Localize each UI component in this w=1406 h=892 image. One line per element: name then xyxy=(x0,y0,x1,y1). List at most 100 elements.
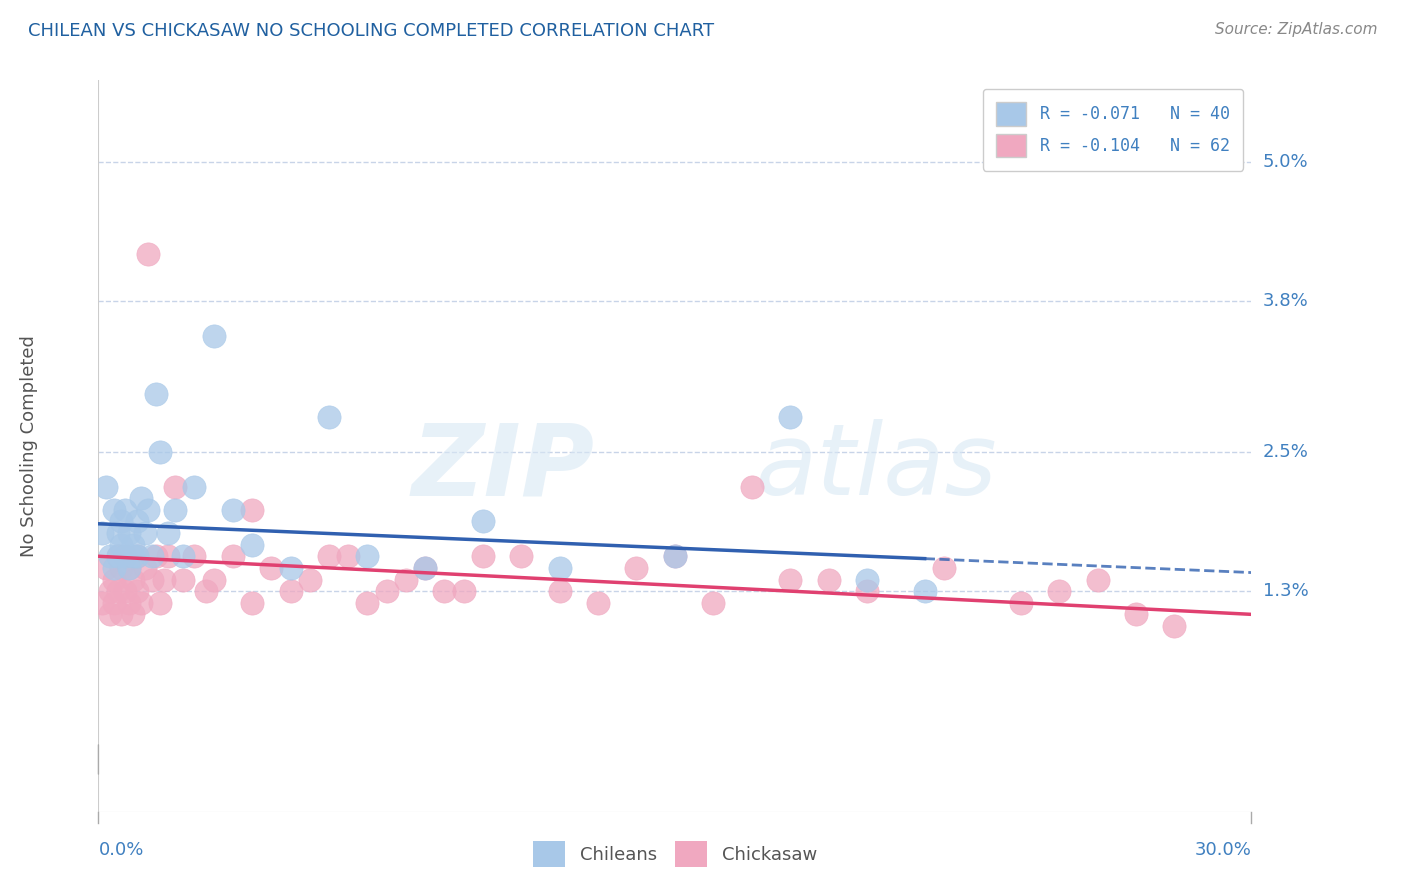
Point xyxy=(91,526,114,541)
Point xyxy=(702,596,724,610)
Point xyxy=(202,328,225,343)
Point xyxy=(471,549,494,564)
Point xyxy=(260,561,283,575)
Point xyxy=(125,549,148,564)
Point xyxy=(856,584,879,599)
Point xyxy=(318,549,340,564)
Point xyxy=(152,573,174,587)
Point xyxy=(914,584,936,599)
Point xyxy=(1087,573,1109,587)
Point xyxy=(280,584,302,599)
Point xyxy=(110,538,132,552)
Point xyxy=(91,596,114,610)
Point xyxy=(741,480,763,494)
Point xyxy=(122,549,145,564)
Point xyxy=(1010,596,1032,610)
Point xyxy=(664,549,686,564)
Point xyxy=(664,549,686,564)
Point xyxy=(195,584,218,599)
Point xyxy=(172,549,194,564)
Point xyxy=(98,584,121,599)
Point xyxy=(240,596,263,610)
Legend: R = -0.071   N = 40, R = -0.104   N = 62: R = -0.071 N = 40, R = -0.104 N = 62 xyxy=(983,88,1243,170)
Text: atlas: atlas xyxy=(755,419,997,516)
Point xyxy=(779,573,801,587)
Point xyxy=(453,584,475,599)
Point xyxy=(433,584,456,599)
Point xyxy=(375,584,398,599)
Point xyxy=(125,584,148,599)
Point xyxy=(1125,607,1147,622)
Point xyxy=(118,561,141,575)
Text: 2.5%: 2.5% xyxy=(1263,442,1309,461)
Point xyxy=(141,549,163,564)
Point xyxy=(156,549,179,564)
Point xyxy=(103,561,125,575)
Point xyxy=(356,549,378,564)
Point xyxy=(134,561,156,575)
Point xyxy=(395,573,418,587)
Point xyxy=(586,596,609,610)
Point xyxy=(471,515,494,529)
Point xyxy=(1047,584,1070,599)
Point xyxy=(222,503,245,517)
Point xyxy=(510,549,533,564)
Point xyxy=(110,607,132,622)
Text: 1.3%: 1.3% xyxy=(1263,582,1309,600)
Point xyxy=(138,503,160,517)
Point xyxy=(114,549,136,564)
Point xyxy=(626,561,648,575)
Point xyxy=(98,607,121,622)
Point xyxy=(114,503,136,517)
Point xyxy=(103,503,125,517)
Point xyxy=(141,573,163,587)
Point xyxy=(94,480,117,494)
Point xyxy=(114,549,136,564)
Text: 0.0%: 0.0% xyxy=(98,841,143,859)
Point xyxy=(222,549,245,564)
Point xyxy=(110,561,132,575)
Text: 3.8%: 3.8% xyxy=(1263,292,1309,310)
Point xyxy=(107,549,129,564)
Point xyxy=(337,549,360,564)
Point xyxy=(298,573,321,587)
Text: CHILEAN VS CHICKASAW NO SCHOOLING COMPLETED CORRELATION CHART: CHILEAN VS CHICKASAW NO SCHOOLING COMPLE… xyxy=(28,22,714,40)
Point xyxy=(356,596,378,610)
Point xyxy=(125,515,148,529)
Point xyxy=(240,503,263,517)
Point xyxy=(183,549,205,564)
Point xyxy=(122,573,145,587)
Point xyxy=(202,573,225,587)
Point xyxy=(103,596,125,610)
Point xyxy=(156,526,179,541)
Point xyxy=(172,573,194,587)
Point xyxy=(165,480,187,494)
Point xyxy=(413,561,436,575)
Point xyxy=(240,538,263,552)
Point xyxy=(183,480,205,494)
Text: 5.0%: 5.0% xyxy=(1263,153,1309,170)
Point xyxy=(110,515,132,529)
Point xyxy=(149,596,172,610)
Point xyxy=(856,573,879,587)
Point xyxy=(817,573,839,587)
Point xyxy=(548,561,571,575)
Point xyxy=(107,526,129,541)
Point xyxy=(118,526,141,541)
Point xyxy=(932,561,955,575)
Point xyxy=(318,409,340,424)
Point xyxy=(94,561,117,575)
Point xyxy=(149,445,172,459)
Text: No Schooling Completed: No Schooling Completed xyxy=(20,335,38,557)
Point xyxy=(98,549,121,564)
Point xyxy=(122,607,145,622)
Text: ZIP: ZIP xyxy=(411,419,595,516)
Text: 30.0%: 30.0% xyxy=(1195,841,1251,859)
Point xyxy=(1163,619,1185,633)
Point xyxy=(145,386,167,401)
Point xyxy=(107,549,129,564)
Point xyxy=(118,596,141,610)
Point xyxy=(548,584,571,599)
Point xyxy=(129,596,152,610)
Point xyxy=(779,409,801,424)
